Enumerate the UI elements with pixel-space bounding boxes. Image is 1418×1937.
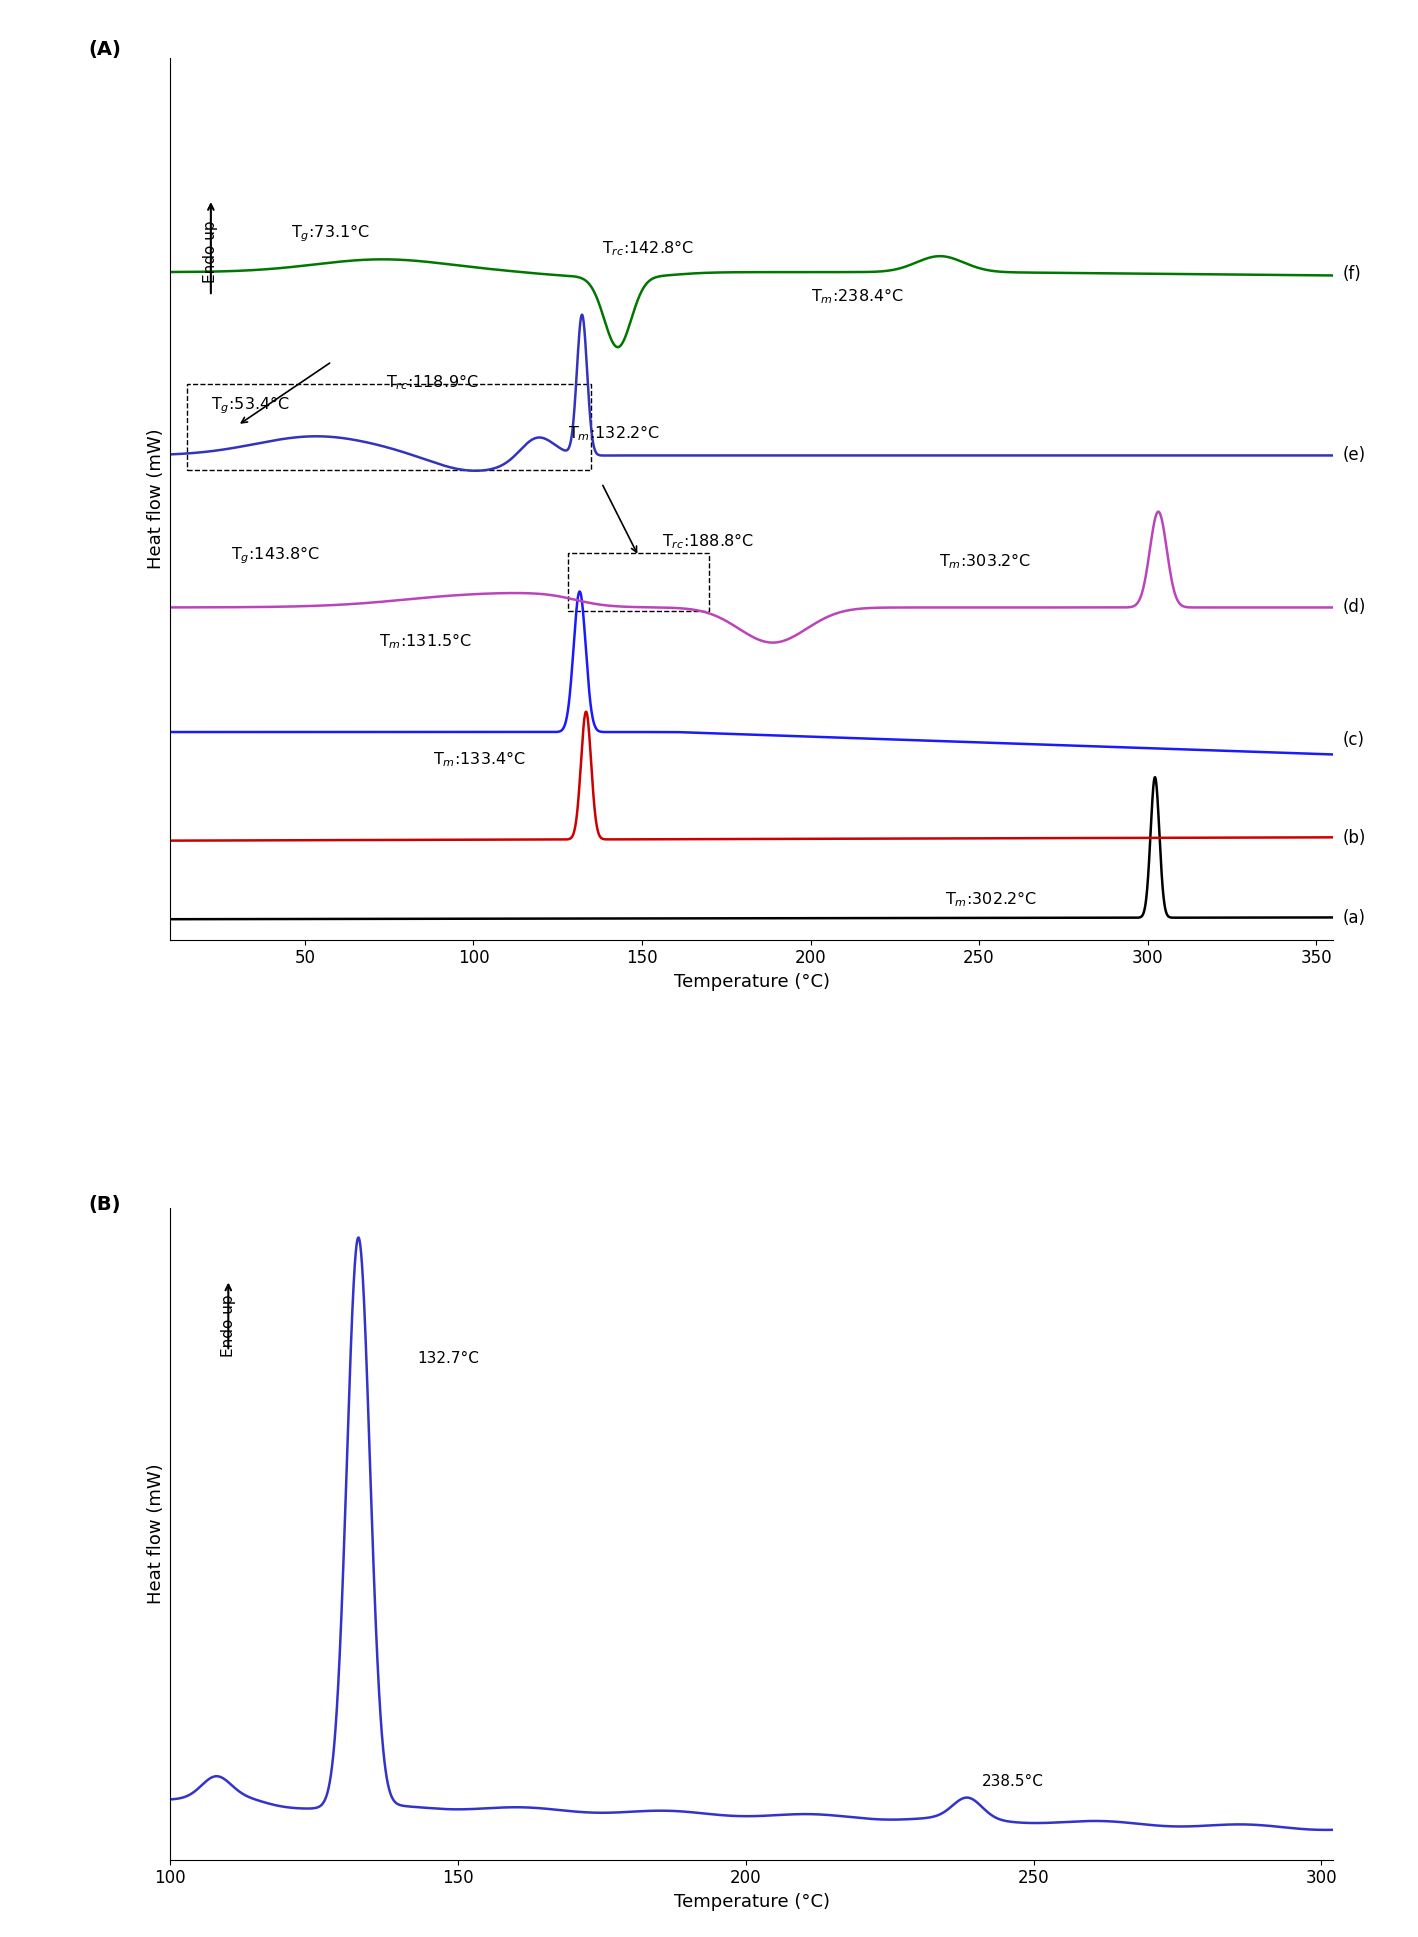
- Text: Endo up: Endo up: [203, 221, 218, 283]
- Text: 132.7°C: 132.7°C: [418, 1350, 479, 1366]
- Text: T$_m$:131.5°C: T$_m$:131.5°C: [379, 631, 472, 651]
- Text: T$_m$:132.2°C: T$_m$:132.2°C: [567, 422, 659, 444]
- Text: Endo up: Endo up: [221, 1294, 235, 1356]
- Text: (f): (f): [1343, 265, 1361, 283]
- Text: (d): (d): [1343, 599, 1367, 616]
- Bar: [187, 384, 591, 471]
- Text: (A): (A): [89, 41, 122, 60]
- Text: T$_m$:302.2°C: T$_m$:302.2°C: [946, 889, 1037, 908]
- Text: T$_m$:238.4°C: T$_m$:238.4°C: [811, 287, 903, 306]
- Text: T$_{rc}$:142.8°C: T$_{rc}$:142.8°C: [601, 238, 693, 258]
- Text: T$_g$:53.4°C: T$_g$:53.4°C: [211, 395, 289, 416]
- Text: (B): (B): [89, 1195, 122, 1214]
- Y-axis label: Heat flow (mW): Heat flow (mW): [146, 1464, 164, 1604]
- Text: (a): (a): [1343, 910, 1366, 928]
- Text: T$_{rc}$:188.8°C: T$_{rc}$:188.8°C: [662, 533, 754, 552]
- Text: 238.5°C: 238.5°C: [981, 1774, 1044, 1790]
- Text: T$_m$:303.2°C: T$_m$:303.2°C: [939, 550, 1031, 571]
- X-axis label: Temperature (°C): Temperature (°C): [674, 1892, 830, 1910]
- Text: T$_m$:133.4°C: T$_m$:133.4°C: [432, 750, 526, 769]
- Y-axis label: Heat flow (mW): Heat flow (mW): [146, 428, 164, 569]
- Text: (c): (c): [1343, 730, 1366, 748]
- Text: (e): (e): [1343, 446, 1366, 465]
- X-axis label: Temperature (°C): Temperature (°C): [674, 972, 830, 992]
- Bar: [567, 554, 709, 610]
- Text: T$_g$:143.8°C: T$_g$:143.8°C: [231, 544, 319, 566]
- Text: T$_g$:73.1°C: T$_g$:73.1°C: [292, 223, 370, 244]
- Text: T$_{rc}$:118.9°C: T$_{rc}$:118.9°C: [386, 372, 478, 391]
- Text: (b): (b): [1343, 829, 1367, 846]
